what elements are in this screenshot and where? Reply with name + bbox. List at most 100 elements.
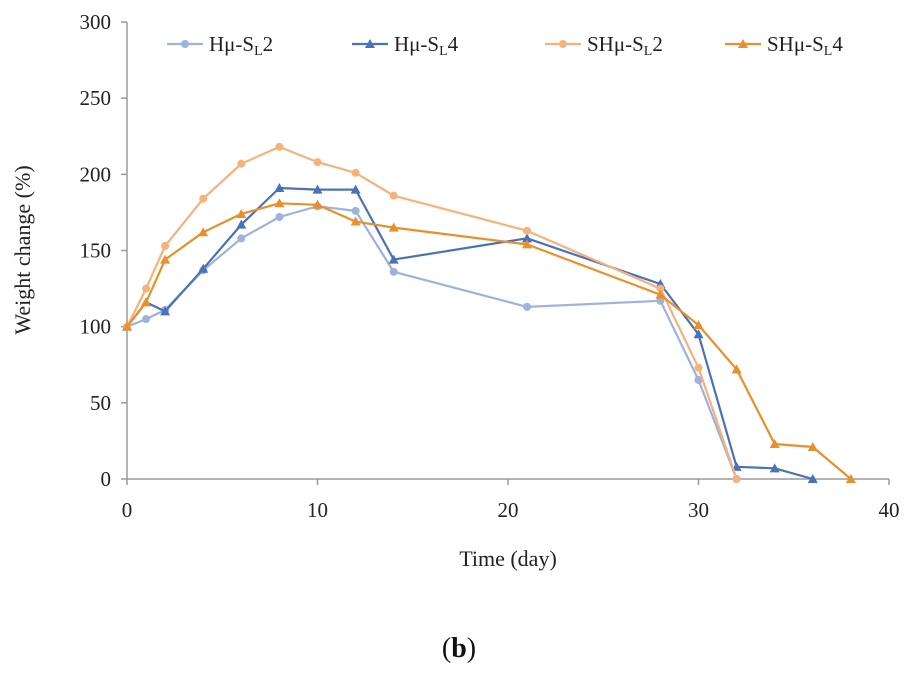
x-axis-label: Time (day) xyxy=(459,546,557,571)
panel-label-close: ) xyxy=(467,633,476,664)
legend-label-tail: 2 xyxy=(263,32,274,56)
data-point xyxy=(275,142,284,151)
y-tick-label: 150 xyxy=(80,239,112,263)
data-point xyxy=(807,474,818,483)
legend-label: Hμ-SL4 xyxy=(394,32,459,59)
legend-label-tail: 4 xyxy=(832,32,843,56)
legend-label-sub: L xyxy=(439,44,448,59)
y-tick-label: 0 xyxy=(101,467,112,491)
data-point xyxy=(274,198,285,208)
data-point xyxy=(769,463,780,473)
legend-label-tail: 4 xyxy=(448,32,459,56)
data-point xyxy=(312,184,323,194)
x-tick-label: 20 xyxy=(498,498,519,522)
legend-swatch-marker xyxy=(738,39,748,48)
data-point xyxy=(236,208,247,218)
data-point xyxy=(388,254,399,264)
data-point xyxy=(351,168,360,177)
data-point xyxy=(312,199,323,209)
legend-entry: Hμ-SL4 xyxy=(352,32,459,59)
data-point xyxy=(350,184,361,194)
series-line xyxy=(126,205,738,480)
panel-label: (b) xyxy=(442,633,476,664)
data-point xyxy=(142,315,151,324)
data-point xyxy=(388,222,399,232)
legend-label: Hμ-SL2 xyxy=(209,32,273,59)
data-point xyxy=(693,329,704,339)
data-point xyxy=(523,226,532,235)
data-point xyxy=(731,364,742,374)
legend-label: SHμ-SL2 xyxy=(587,32,663,59)
data-point xyxy=(237,159,246,168)
data-point xyxy=(389,191,398,200)
legend-label-main: SHμ-S xyxy=(587,32,644,56)
series-4 xyxy=(122,198,856,483)
series-2 xyxy=(122,183,818,483)
legend-label-main: Hμ-S xyxy=(209,32,254,56)
legend-label-main: SHμ-S xyxy=(767,32,824,56)
data-point xyxy=(389,267,398,276)
data-point xyxy=(807,442,818,452)
data-point xyxy=(522,233,533,243)
data-point xyxy=(236,219,247,229)
data-point xyxy=(769,438,780,448)
legend: Hμ-SL2 Hμ-SL4 SHμ-SL2 SHμ-SL4 xyxy=(167,32,843,59)
y-tick-label: 200 xyxy=(80,162,112,186)
data-point xyxy=(161,241,170,250)
x-tick-label: 10 xyxy=(307,498,328,522)
legend-label-sub: L xyxy=(254,44,263,59)
data-point xyxy=(694,363,703,372)
legend-entry: Hμ-SL2 xyxy=(167,32,273,59)
legend-label-main: Hμ-S xyxy=(394,32,439,56)
data-point xyxy=(198,227,209,237)
legend-label-sub: L xyxy=(824,44,833,59)
series-1 xyxy=(123,202,741,483)
data-point xyxy=(142,284,151,293)
data-point xyxy=(350,216,361,226)
legend-label-tail: 2 xyxy=(652,32,663,56)
data-point xyxy=(655,289,666,299)
y-tick-label: 250 xyxy=(80,86,112,110)
data-point xyxy=(275,212,284,221)
legend-label: SHμ-SL4 xyxy=(767,32,843,59)
data-point xyxy=(656,284,665,293)
y-tick-label: 300 xyxy=(80,10,112,34)
data-point xyxy=(274,183,285,193)
data-point xyxy=(656,296,665,305)
data-point xyxy=(845,474,856,483)
data-point xyxy=(160,254,171,264)
data-point xyxy=(693,320,704,330)
x-tick-label: 0 xyxy=(122,498,133,522)
panel-label-open: ( xyxy=(442,633,451,664)
x-tick-label: 30 xyxy=(688,498,709,522)
series-line xyxy=(126,145,738,480)
axes xyxy=(126,22,889,480)
x-tick-label: 40 xyxy=(879,498,900,522)
legend-entry: SHμ-SL2 xyxy=(545,32,663,59)
legend-label-sub: L xyxy=(644,44,653,59)
data-point xyxy=(732,475,741,483)
y-tick-label: 50 xyxy=(90,391,111,415)
data-point xyxy=(141,297,152,307)
data-point xyxy=(351,206,360,215)
legend-entry: SHμ-SL4 xyxy=(725,32,843,59)
x-ticks: 0 10 20 30 40 xyxy=(122,479,900,522)
y-ticks: 0 50 100 150 200 250 300 xyxy=(80,10,127,491)
legend-swatch-marker xyxy=(365,39,375,48)
data-point xyxy=(122,321,132,331)
data-point xyxy=(160,306,171,316)
data-point xyxy=(522,239,533,249)
data-point xyxy=(694,375,703,384)
series-line xyxy=(126,186,814,481)
panel-label-letter: b xyxy=(451,633,467,664)
series-line xyxy=(126,202,852,480)
data-point xyxy=(523,302,532,311)
y-axis-label: Weight change (%) xyxy=(10,165,35,334)
legend-swatch-marker xyxy=(181,40,189,48)
data-point xyxy=(313,158,322,167)
series-layer xyxy=(122,142,856,483)
data-point xyxy=(237,234,246,243)
legend-swatch-marker xyxy=(559,40,567,48)
data-point xyxy=(198,263,209,273)
